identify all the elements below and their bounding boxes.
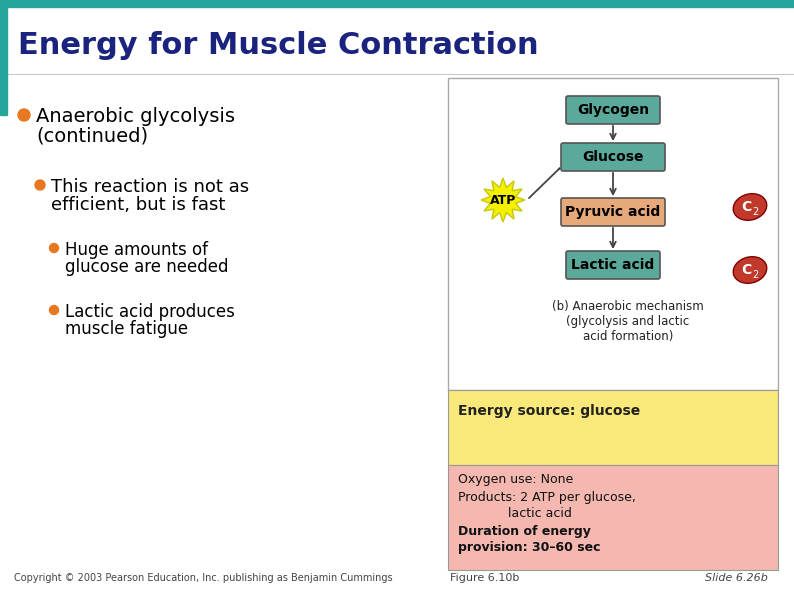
- Text: glucose are needed: glucose are needed: [65, 258, 229, 276]
- Text: efficient, but is fast: efficient, but is fast: [51, 196, 225, 214]
- Circle shape: [49, 305, 59, 315]
- Text: Figure 6.10b: Figure 6.10b: [450, 573, 519, 583]
- Ellipse shape: [733, 256, 767, 283]
- Text: 2: 2: [752, 270, 758, 280]
- Bar: [448, 465, 778, 570]
- Text: C: C: [741, 263, 751, 277]
- Text: This reaction is not as: This reaction is not as: [51, 178, 249, 196]
- Text: Duration of energy: Duration of energy: [458, 525, 591, 538]
- Text: Oxygen use: None: Oxygen use: None: [458, 473, 573, 486]
- Text: Lactic acid: Lactic acid: [572, 258, 654, 272]
- Text: 2: 2: [752, 207, 758, 217]
- Ellipse shape: [733, 194, 767, 220]
- Text: Energy source: glucose: Energy source: glucose: [458, 404, 640, 418]
- Text: ATP: ATP: [490, 193, 516, 206]
- Bar: [448, 390, 778, 465]
- Text: Lactic acid produces: Lactic acid produces: [65, 303, 235, 321]
- FancyBboxPatch shape: [561, 198, 665, 226]
- Polygon shape: [481, 178, 525, 222]
- Text: Glucose: Glucose: [582, 150, 644, 164]
- Text: Copyright © 2003 Pearson Education, Inc. publishing as Benjamin Cummings: Copyright © 2003 Pearson Education, Inc.…: [14, 573, 392, 583]
- FancyArrowPatch shape: [529, 168, 560, 198]
- Text: Energy for Muscle Contraction: Energy for Muscle Contraction: [18, 32, 538, 61]
- Text: (b) Anaerobic mechanism
(glycolysis and lactic
acid formation): (b) Anaerobic mechanism (glycolysis and …: [552, 300, 703, 343]
- Bar: [0, 0, 7, 115]
- FancyBboxPatch shape: [566, 96, 660, 124]
- FancyBboxPatch shape: [561, 143, 665, 171]
- Text: Anaerobic glycolysis: Anaerobic glycolysis: [36, 107, 235, 126]
- Text: Pyruvic acid: Pyruvic acid: [565, 205, 661, 219]
- Circle shape: [18, 109, 30, 121]
- Bar: [448, 78, 778, 390]
- Text: lactic acid: lactic acid: [508, 507, 572, 520]
- Circle shape: [49, 243, 59, 252]
- Text: provision: 30–60 sec: provision: 30–60 sec: [458, 541, 600, 554]
- FancyBboxPatch shape: [566, 251, 660, 279]
- Bar: [448, 570, 778, 571]
- Text: Glycogen: Glycogen: [577, 103, 649, 117]
- Text: (continued): (continued): [36, 126, 148, 145]
- Text: Slide 6.26b: Slide 6.26b: [705, 573, 768, 583]
- Text: Huge amounts of: Huge amounts of: [65, 241, 208, 259]
- Bar: [0, 0, 794, 7]
- Bar: [448, 78, 778, 578]
- Text: Products: 2 ATP per glucose,: Products: 2 ATP per glucose,: [458, 491, 636, 504]
- Text: C: C: [741, 200, 751, 214]
- Circle shape: [35, 180, 45, 190]
- Text: muscle fatigue: muscle fatigue: [65, 320, 188, 338]
